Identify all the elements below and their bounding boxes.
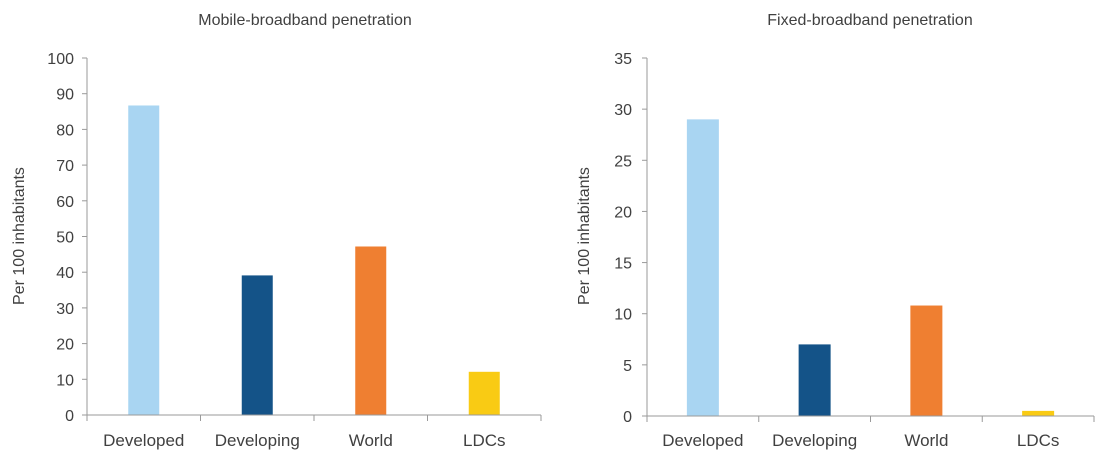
y-tick-label: 35 [614, 51, 632, 68]
y-tick-label: 25 [614, 153, 632, 170]
y-tick-label: 80 [56, 122, 74, 139]
y-axis-label: Per 100 inhabitants [576, 167, 593, 305]
bar-world [355, 246, 387, 415]
x-category-label: LDCs [463, 431, 506, 450]
y-axis-label: Per 100 inhabitants [11, 167, 28, 305]
bar-developing [798, 344, 831, 416]
y-tick-label: 60 [56, 194, 74, 211]
y-tick-label: 5 [623, 358, 632, 375]
bar-developing [241, 275, 273, 415]
x-category-label: World [349, 431, 393, 450]
y-tick-label: 0 [623, 409, 632, 426]
y-tick-label: 40 [56, 265, 74, 282]
y-tick-label: 15 [614, 256, 632, 273]
x-category-label: World [904, 431, 948, 450]
y-tick-label: 0 [65, 408, 74, 425]
chart-title: Fixed-broadband penetration [767, 12, 972, 29]
bar-world [910, 305, 943, 416]
x-category-label: Developed [662, 431, 743, 450]
y-tick-label: 90 [56, 87, 74, 104]
x-category-label: Developed [103, 431, 184, 450]
y-tick-label: 30 [614, 102, 632, 119]
chart-title: Mobile-broadband penetration [198, 12, 411, 29]
x-category-label: Developing [772, 431, 857, 450]
y-tick-label: 30 [56, 301, 74, 318]
bar-ldcs [468, 371, 500, 415]
y-tick-label: 100 [47, 51, 74, 68]
fixed-broadband-chart: Fixed-broadband penetration Per 100 inha… [576, 12, 1095, 450]
y-tick-label: 20 [56, 337, 74, 354]
bar-ldcs [1022, 410, 1055, 416]
y-tick-label: 50 [56, 230, 74, 247]
y-tick-label: 70 [56, 158, 74, 175]
mobile-broadband-chart: Mobile-broadband penetration Per 100 inh… [11, 12, 542, 450]
y-tick-label: 10 [56, 372, 74, 389]
x-category-label: Developing [215, 431, 300, 450]
bar-developed [128, 105, 160, 415]
y-tick-label: 10 [614, 307, 632, 324]
y-tick-label: 20 [614, 204, 632, 221]
x-category-label: LDCs [1017, 431, 1060, 450]
bar-developed [686, 119, 719, 416]
